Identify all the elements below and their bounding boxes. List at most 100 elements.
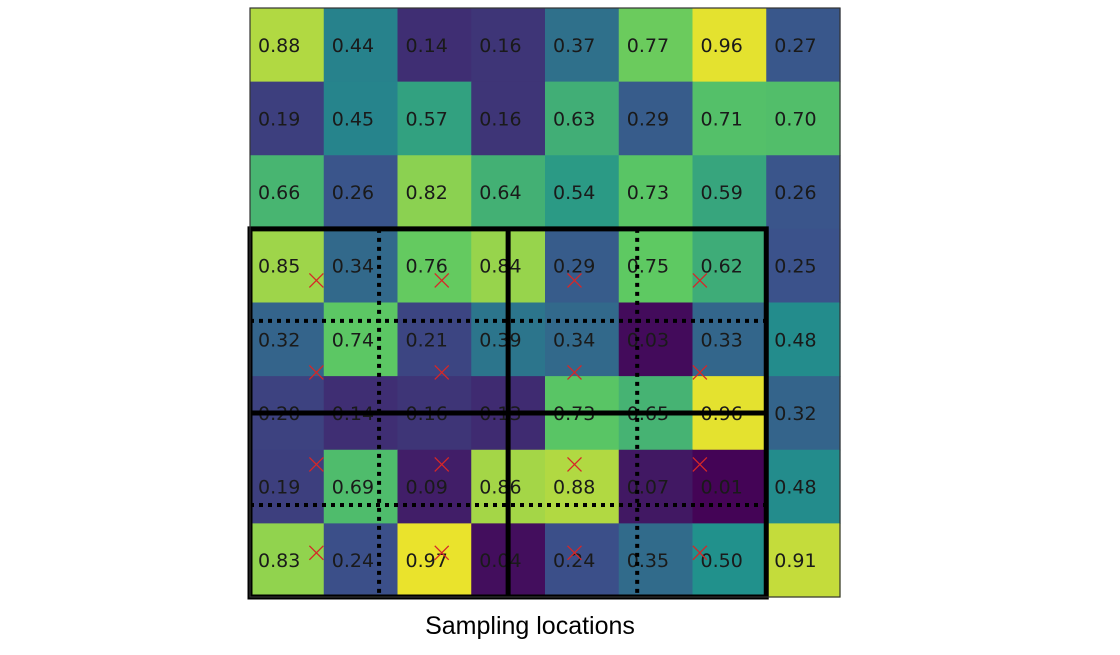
- heatmap-cell: [766, 523, 841, 598]
- cell-value-label: 0.04: [479, 550, 521, 572]
- sampling-marker: [567, 545, 582, 561]
- cell-value-label: 0.45: [332, 108, 374, 130]
- heatmap-cell: [323, 523, 399, 598]
- heatmap-cell: [471, 8, 546, 83]
- sampling-marker: [434, 545, 450, 561]
- sampling-marker: [567, 457, 582, 472]
- marker-stroke: [308, 545, 324, 561]
- heatmap-cell: [766, 228, 841, 304]
- sampling-marker: [434, 364, 450, 380]
- cell-value-label: 0.34: [332, 256, 374, 278]
- cell-value-label: 0.37: [553, 35, 595, 57]
- cell-value-label: 0.16: [479, 108, 521, 130]
- sampling-marker: [308, 272, 324, 288]
- sampling-marker: [308, 545, 324, 561]
- cell-value-label: 0.88: [258, 35, 300, 57]
- cell-value-label: 0.24: [332, 550, 374, 572]
- heatmap-cell: [766, 302, 841, 377]
- heatmap-cell: [471, 81, 546, 156]
- cell-value-label: 0.77: [627, 35, 669, 57]
- marker-stroke: [692, 457, 708, 472]
- cell-value-label: 0.32: [258, 329, 300, 351]
- heatmap-cell: [692, 523, 767, 598]
- cell-value-label: 0.27: [774, 35, 816, 57]
- sampling-marker: [567, 272, 582, 288]
- cell-value-label: 0.70: [774, 108, 816, 130]
- marker-stroke: [308, 364, 324, 380]
- cell-value-label: 0.35: [627, 550, 669, 572]
- marker-stroke: [434, 457, 450, 472]
- heatmap-cell: [692, 8, 767, 83]
- sampling-marker: [692, 545, 708, 561]
- cell-value-label: 0.88: [553, 477, 595, 499]
- cell-value-label: 0.07: [627, 477, 669, 499]
- marker-stroke: [692, 272, 708, 288]
- heatmap-cell: [323, 449, 399, 524]
- figure-caption: Sampling locations: [425, 612, 635, 640]
- heatmap-cell: [250, 449, 325, 524]
- cell-value-label: 0.26: [332, 182, 374, 204]
- heatmap-cell: [618, 523, 694, 598]
- heatmap-cell: [692, 228, 767, 304]
- cell-value-label: 0.63: [553, 108, 595, 130]
- sampling-markers: [308, 272, 708, 561]
- heatmap-cell: [766, 449, 841, 524]
- marker-stroke: [567, 457, 582, 472]
- marker-stroke: [434, 364, 450, 380]
- cell-value-label: 0.62: [701, 256, 743, 278]
- marker-stroke: [567, 545, 582, 561]
- heatmap-cells: [250, 8, 841, 598]
- cell-value-label: 0.86: [479, 477, 521, 499]
- heatmap-cell: [766, 81, 841, 156]
- heatmap-cell: [397, 449, 472, 524]
- cell-value-label: 0.76: [406, 256, 448, 278]
- heatmap-cell: [545, 155, 620, 230]
- marker-stroke: [434, 545, 450, 561]
- heatmap-cell: [692, 155, 767, 230]
- cell-value-label: 0.71: [701, 108, 743, 130]
- cell-value-label: 0.16: [479, 35, 521, 57]
- sampling-marker: [692, 272, 708, 288]
- cell-value-label: 0.01: [701, 477, 743, 499]
- heatmap-cell: [766, 8, 841, 83]
- heatmap-cell: [545, 523, 620, 598]
- cell-value-label: 0.74: [332, 329, 374, 351]
- cell-value-label: 0.57: [406, 108, 448, 130]
- heatmap-cell: [766, 155, 841, 230]
- cell-value-label: 0.34: [553, 329, 595, 351]
- cell-value-label: 0.39: [479, 329, 521, 351]
- heatmap-cell: [397, 228, 472, 304]
- heatmap-cell: [545, 449, 620, 524]
- cell-value-label: 0.59: [701, 182, 743, 204]
- cell-value-label: 0.83: [258, 550, 300, 572]
- heatmap-cell: [692, 302, 767, 377]
- cell-value-label: 0.25: [774, 256, 816, 278]
- heatmap-cell: [545, 81, 620, 156]
- marker-stroke: [692, 545, 708, 561]
- cell-value-label: 0.29: [553, 256, 595, 278]
- marker-stroke: [308, 272, 324, 288]
- heatmap-cell: [545, 302, 620, 377]
- heatmap-cell: [692, 81, 767, 156]
- heatmap-cell: [323, 155, 399, 230]
- heatmap-cell: [323, 8, 399, 83]
- cell-value-label: 0.21: [406, 329, 448, 351]
- cell-value-label: 0.96: [701, 35, 743, 57]
- heatmap-cell: [618, 155, 694, 230]
- cell-value-label: 0.54: [553, 182, 595, 204]
- cell-value-label: 0.26: [774, 182, 816, 204]
- heatmap-cell: [692, 449, 767, 524]
- heatmap-cell: [471, 155, 546, 230]
- heatmap-cell: [250, 302, 325, 377]
- sampling-marker: [692, 457, 708, 472]
- cell-value-label: 0.03: [627, 329, 669, 351]
- heatmap-cell: [545, 8, 620, 83]
- cell-value-label: 0.69: [332, 477, 374, 499]
- heatmap-cell: [618, 302, 694, 377]
- heatmap-cell: [323, 81, 399, 156]
- marker-stroke: [692, 364, 708, 380]
- heatmap-cell: [397, 81, 472, 156]
- heatmap-cell: [250, 228, 325, 304]
- cell-value-label: 0.82: [406, 182, 448, 204]
- heatmap-cell: [397, 302, 472, 377]
